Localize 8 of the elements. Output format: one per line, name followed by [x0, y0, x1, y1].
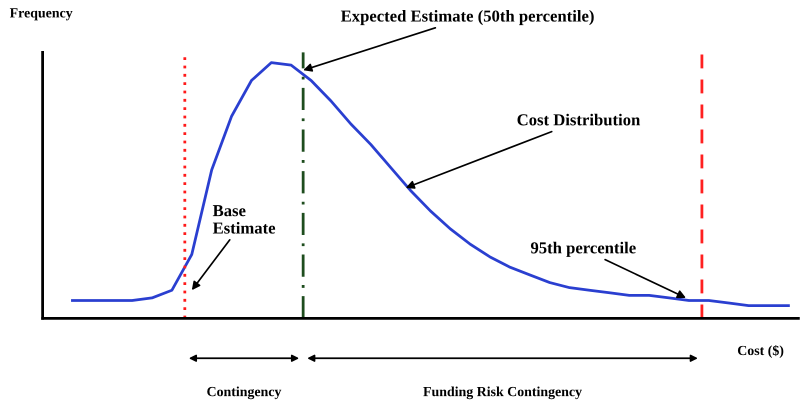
text: Expected Estimate (50th percentile)	[340, 10, 594, 26]
text: Funding Risk Contingency	[423, 386, 582, 400]
annotation: Cost Distribution	[518, 114, 640, 126]
annotation: 95th percentile	[530, 242, 636, 257]
annotation: Base Estimate	[212, 205, 276, 234]
text: Contingency	[207, 386, 282, 400]
x-axis-title: Cost ($)	[738, 344, 784, 358]
y-axis-title: Frequency	[10, 8, 73, 20]
